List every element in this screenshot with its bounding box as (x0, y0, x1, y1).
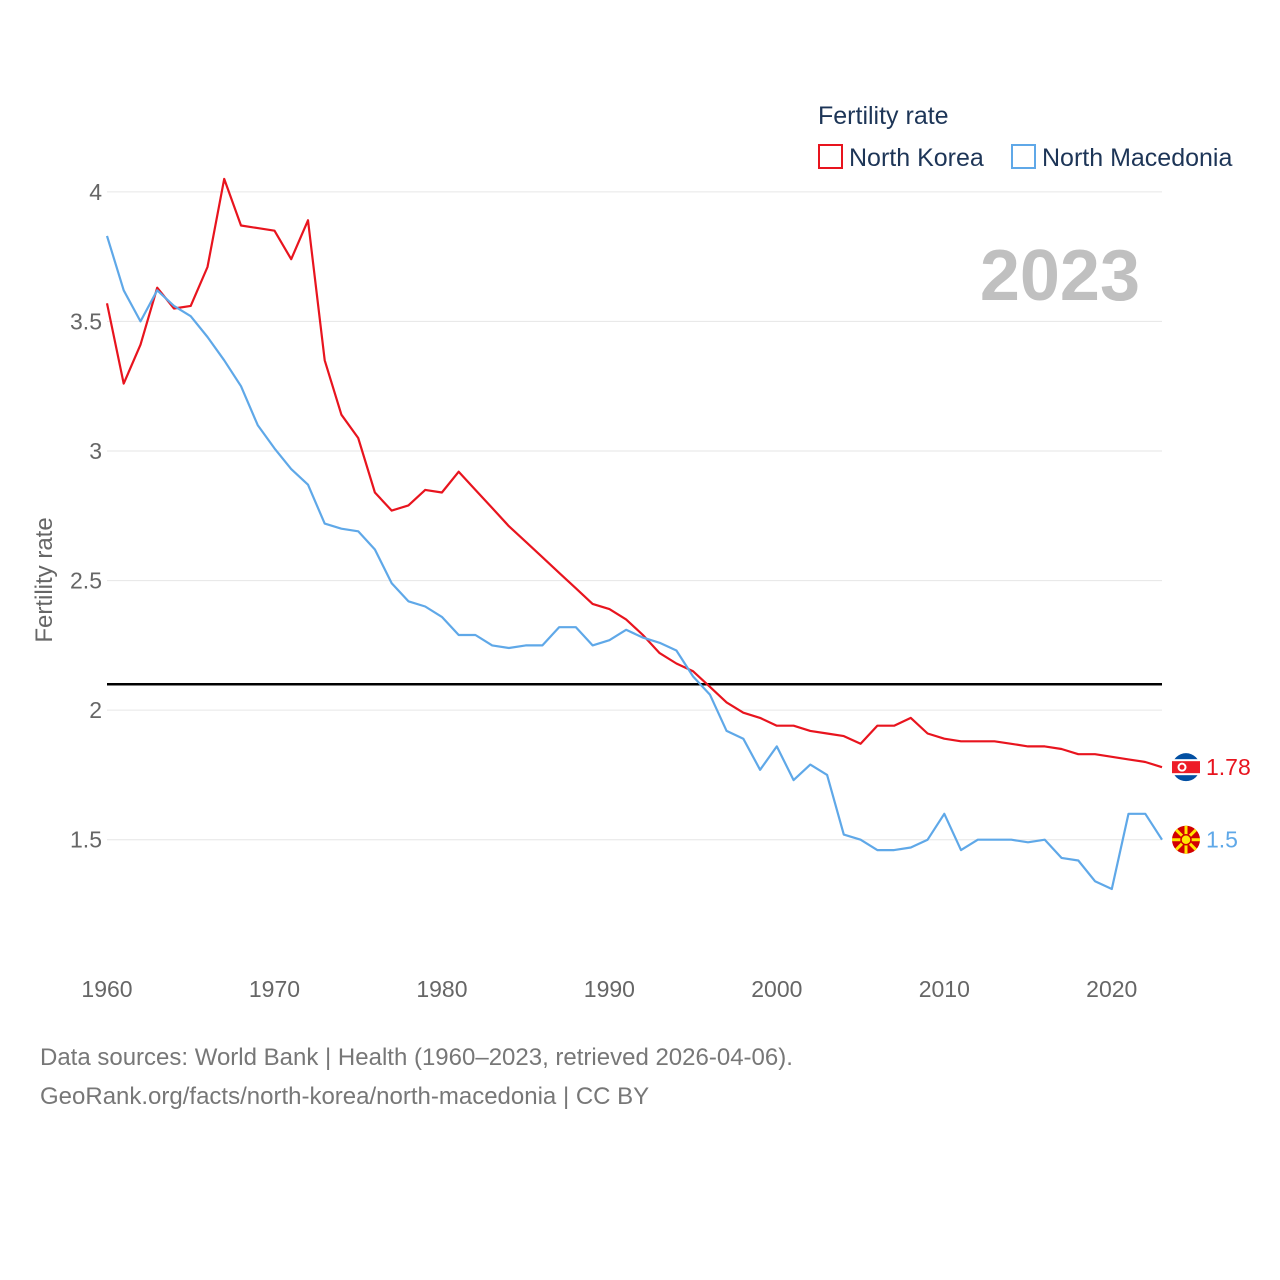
year-watermark: 2023 (980, 236, 1140, 316)
y-tick-label: 2 (89, 697, 102, 723)
x-tick-label: 1970 (249, 976, 300, 1002)
legend: North Korea North Macedonia (818, 144, 1232, 172)
fertility-chart: 1.5 2 2.5 3 3.5 4 1960 1970 1980 1990 2000 2010 202… (31, 102, 1251, 1002)
y-tick-label: 3 (89, 438, 102, 464)
y-tick-label: 2.5 (70, 568, 102, 594)
north-korea-flag-icon (1172, 753, 1200, 782)
y-tick-label: 1.5 (70, 827, 102, 853)
legend-item[interactable]: North Macedonia (1011, 144, 1232, 172)
y-tick-label: 4 (89, 179, 102, 205)
y-axis-title: Fertility rate (31, 517, 58, 642)
legend-swatch (1011, 144, 1036, 169)
series-line-north-korea (105, 177, 1163, 769)
x-axis-ticks: 1960 1970 1980 1990 2000 2010 2020 (81, 976, 1137, 1002)
x-tick-label: 1960 (81, 976, 132, 1002)
x-tick-label: 2010 (919, 976, 970, 1002)
x-tick-label: 2020 (1086, 976, 1137, 1002)
end-value-label: 1.78 (1206, 754, 1251, 780)
series-lines (105, 177, 1163, 891)
end-markers: 1.78 1.5 (1172, 753, 1251, 854)
y-tick-label: 3.5 (70, 308, 102, 334)
legend-label: North Korea (849, 144, 984, 172)
legend-item[interactable]: North Korea (818, 144, 984, 172)
footer-sources: Data sources: World Bank | Health (1960–… (40, 1044, 793, 1071)
footer-attribution: GeoRank.org/facts/north-korea/north-mace… (40, 1083, 650, 1110)
series-line-north-macedonia (105, 235, 1163, 891)
y-axis-ticks: 1.5 2 2.5 3 3.5 4 (70, 179, 102, 853)
end-value-label: 1.5 (1206, 827, 1238, 853)
x-tick-label: 1980 (416, 976, 467, 1002)
legend-swatch (818, 144, 843, 169)
legend-title: Fertility rate (818, 102, 949, 130)
north-macedonia-flag-icon (1172, 825, 1200, 854)
legend-label: North Macedonia (1042, 144, 1232, 172)
x-tick-label: 1990 (584, 976, 635, 1002)
x-tick-label: 2000 (751, 976, 802, 1002)
